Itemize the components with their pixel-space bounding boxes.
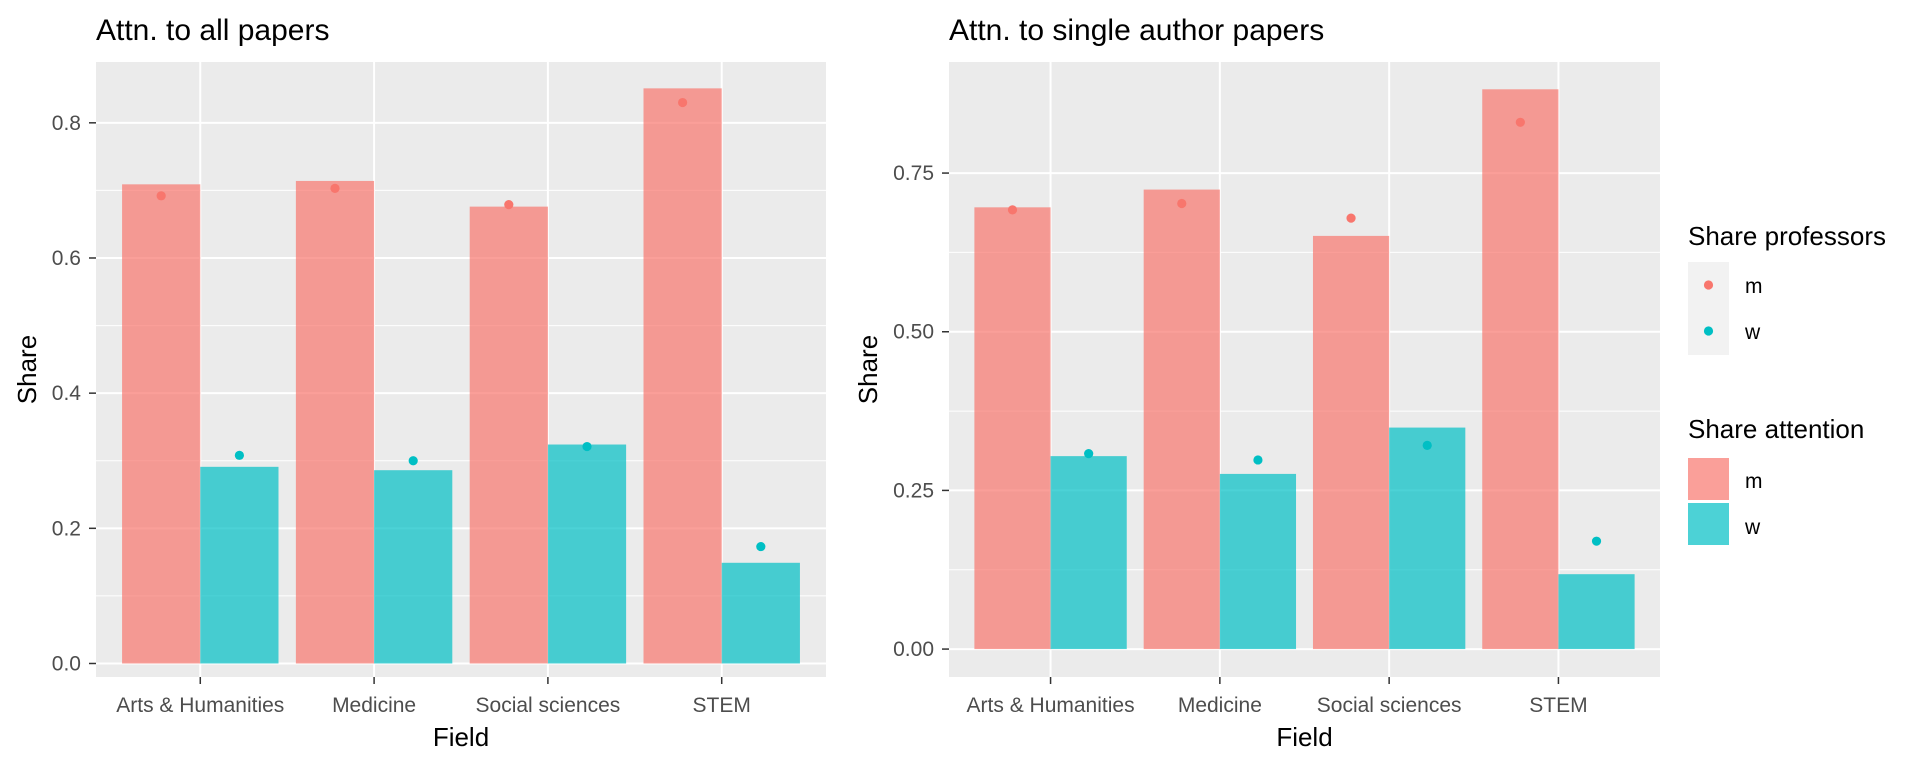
- point-w-social-sciences: [1422, 440, 1432, 450]
- point-m-stem: [1515, 117, 1525, 127]
- y-tick-label: 0.00: [893, 638, 934, 661]
- x-tick-label: Medicine: [332, 694, 416, 717]
- x-tick-label: Social sciences: [1317, 694, 1462, 717]
- bar-m-social-sciences: [469, 206, 548, 664]
- point-m-social-sciences: [1346, 213, 1356, 223]
- point-w-medicine: [1253, 455, 1263, 465]
- y-tick-label: 0.75: [893, 162, 934, 185]
- y-tick-label: 0.6: [52, 247, 81, 270]
- x-tick-label: Arts & Humanities: [116, 694, 284, 717]
- y-tick-label: 0.2: [52, 517, 81, 540]
- point-m-arts-humanities: [156, 191, 166, 201]
- point-m-medicine: [330, 183, 340, 193]
- chart-panel-all-papers: 0.0 0.2 0.4 0.6 0.8 Arts & Humanities Medicine…: [12, 14, 826, 752]
- point-m-stem: [678, 97, 688, 108]
- y-tick-label: 0.4: [52, 382, 82, 405]
- point-w-stem: [756, 541, 766, 552]
- point-w-arts-humanities: [234, 450, 244, 460]
- y-tick-label: 0.50: [893, 321, 934, 344]
- bar-w-social-sciences: [1389, 427, 1466, 650]
- legend-title-professors: Share professors: [1688, 221, 1886, 251]
- bar-m-stem: [1482, 89, 1559, 650]
- point-m-arts-humanities: [1007, 205, 1018, 215]
- bar-w-stem: [721, 562, 800, 664]
- chart-title: Attn. to single author papers: [949, 14, 1324, 47]
- legend-key-background: [1688, 262, 1729, 355]
- x-tick-label: STEM: [693, 694, 751, 717]
- bar-w-stem: [1558, 574, 1635, 650]
- bar-w-medicine: [1219, 473, 1297, 650]
- bar-m-medicine: [1143, 189, 1220, 650]
- chart-panel-single-author: 0.00 0.25 0.50 0.75 Arts & Humanities Medicin…: [853, 14, 1660, 752]
- bar-m-arts-humanities: [122, 184, 201, 664]
- point-m-medicine: [1177, 198, 1187, 209]
- x-tick-label: Social sciences: [476, 694, 621, 717]
- bar-w-medicine: [374, 470, 453, 664]
- bar-w-arts-humanities: [1050, 456, 1127, 650]
- legend: Share professors m w Share attention m w: [1688, 221, 1886, 545]
- bar-m-stem: [643, 88, 722, 664]
- y-tick-label: 0.25: [893, 479, 934, 502]
- bar-m-medicine: [295, 180, 375, 664]
- y-tick-label: 0.0: [52, 652, 81, 675]
- bar-w-arts-humanities: [200, 466, 279, 664]
- legend-label-professors-m: m: [1745, 275, 1763, 298]
- bar-m-arts-humanities: [974, 207, 1051, 650]
- legend-key-point-m: [1703, 280, 1714, 290]
- legend-title-attention: Share attention: [1688, 414, 1864, 444]
- legend-label-attention-w: w: [1744, 516, 1761, 539]
- legend-key-bar-m: [1688, 458, 1729, 500]
- bar-w-social-sciences: [547, 444, 627, 664]
- x-tick-label: Arts & Humanities: [967, 694, 1135, 717]
- point-w-arts-humanities: [1084, 448, 1094, 459]
- chart-title: Attn. to all papers: [96, 14, 329, 47]
- legend-label-professors-w: w: [1744, 321, 1761, 344]
- x-tick-label: STEM: [1529, 694, 1587, 717]
- bar-m-social-sciences: [1312, 235, 1390, 650]
- legend-label-attention-m: m: [1745, 470, 1763, 493]
- point-w-medicine: [408, 456, 418, 466]
- legend-key-point-w: [1703, 326, 1714, 336]
- y-axis-title: Share: [12, 335, 42, 404]
- legend-key-bar-w: [1688, 503, 1729, 545]
- y-axis-title: Share: [853, 335, 883, 404]
- y-tick-label: 0.8: [52, 112, 81, 135]
- x-tick-label: Medicine: [1178, 694, 1262, 717]
- point-m-social-sciences: [504, 199, 514, 210]
- x-axis-title: Field: [433, 722, 489, 752]
- point-w-social-sciences: [582, 441, 592, 452]
- point-w-stem: [1591, 536, 1602, 546]
- x-axis-title: Field: [1276, 722, 1332, 752]
